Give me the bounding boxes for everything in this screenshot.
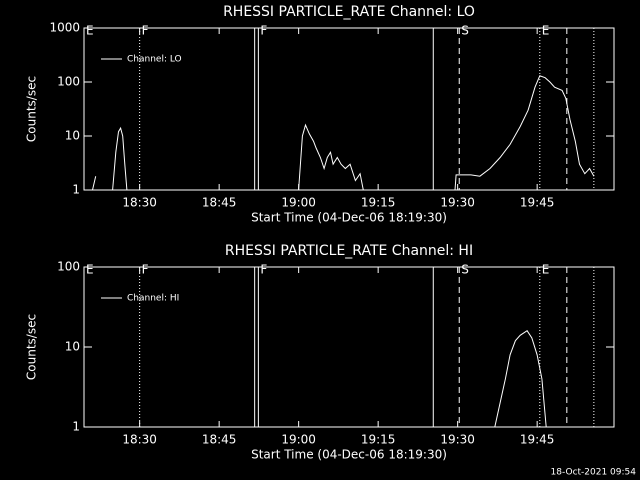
plot-frame: [83, 27, 615, 191]
series-line: [494, 330, 547, 428]
event-label: F: [142, 263, 149, 277]
footer-timestamp: 18-Oct-2021 09:54: [551, 468, 637, 478]
x-tick-label: 19:15: [361, 433, 396, 447]
y-tick-label: 100: [57, 260, 80, 274]
event-label: E: [86, 24, 94, 38]
event-label: E: [542, 263, 550, 277]
x-tick-label: 19:30: [440, 433, 475, 447]
y-tick-label: 10: [65, 340, 80, 354]
series-line: [92, 75, 595, 191]
y-tick-label: 100: [57, 75, 80, 89]
event-label: F: [142, 24, 149, 38]
y-tick-label: 10: [65, 129, 80, 143]
chart-title: RHESSI PARTICLE_RATE Channel: LO: [223, 4, 475, 20]
chart-title: RHESSI PARTICLE_RATE Channel: HI: [225, 243, 473, 259]
event-label: S: [461, 24, 469, 38]
legend-label: Channel: LO: [127, 55, 182, 65]
event-label: E: [542, 24, 550, 38]
x-tick-label: 18:45: [202, 433, 237, 447]
x-tick-label: 18:45: [202, 196, 237, 210]
x-tick-label: 19:15: [361, 196, 396, 210]
y-tick-label: 1000: [49, 21, 80, 35]
x-tick-label: 19:30: [440, 196, 475, 210]
x-axis-label: Start Time (04-Dec-06 18:19:30): [251, 211, 447, 225]
x-tick-label: 19:45: [520, 196, 555, 210]
event-label: F: [260, 24, 267, 38]
event-label: S: [461, 263, 469, 277]
event-label: F: [260, 263, 267, 277]
x-tick-label: 18:30: [122, 433, 157, 447]
x-tick-label: 19:00: [281, 196, 316, 210]
x-tick-label: 18:30: [122, 196, 157, 210]
y-tick-label: 1: [72, 183, 80, 197]
y-axis-label: Counts/sec: [25, 314, 39, 380]
x-axis-label: Start Time (04-Dec-06 18:19:30): [251, 448, 447, 462]
legend-label: Channel: HI: [127, 294, 179, 304]
y-tick-label: 1: [72, 420, 80, 434]
y-axis-label: Counts/sec: [25, 76, 39, 142]
x-tick-label: 19:00: [281, 433, 316, 447]
x-tick-label: 19:45: [520, 433, 555, 447]
event-label: E: [86, 263, 94, 277]
